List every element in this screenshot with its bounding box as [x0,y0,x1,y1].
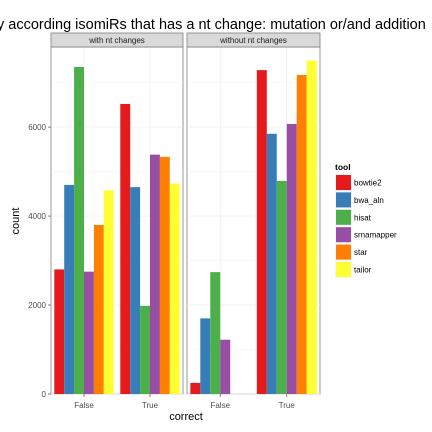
panel-1: with nt changes False True [50,32,184,410]
legend-label-hisat: hisat [354,213,372,222]
legend-swatch-bwa_aln [336,192,351,208]
y-tick-label: 2000 [28,301,46,310]
facet-label: with nt changes [88,36,145,45]
legend-title: tool [335,162,351,172]
legend-swatch-hisat [336,209,351,225]
bar-bwa_aln-False [200,318,211,394]
bar-star-False [93,224,104,394]
bar-tailor-False [103,190,114,394]
legend-swatch-star [336,244,351,260]
bar-hisat-True [276,180,287,394]
legend-label-bwa_aln: bwa_aln [354,196,384,205]
bar-srnamapper-True [150,154,160,394]
legend-label-star: star [354,248,368,257]
x-tick-label: True [142,401,159,410]
bar-tailor-True [169,183,180,394]
legend-label-bowtie2: bowtie2 [354,179,382,188]
legend-label-tailor: tailor [354,266,372,275]
panel-2: without nt changes False True [186,32,321,410]
facet-strip [50,32,184,48]
legend-swatch-srnamapper [336,227,351,243]
bar-hisat-False [74,67,84,395]
bar-bwa_aln-True [266,133,277,394]
bar-star-True [159,156,170,394]
legend-swatch-tailor [336,262,351,277]
x-tick-label: False [74,401,94,410]
y-axis-title: count [10,208,22,235]
y-tick-label: 6000 [28,123,46,132]
y-axis: 0 2000 4000 6000 [28,123,51,399]
y-tick-label: 0 [42,390,47,399]
x-axis-title: correct [169,411,203,423]
facet-label: without nt changes [219,36,287,45]
bar-star-True [296,75,307,395]
bar-bowtie2-False [54,269,65,394]
bar-srnamapper-False [220,339,231,394]
x-tick-label: True [279,401,296,410]
bar-hisat-True [140,305,150,394]
bar-bwa_aln-False [64,184,75,394]
legend-swatch-bowtie2 [336,175,351,190]
chart-title: y according isomiRs that has a nt change… [0,17,426,33]
bar-tailor-True [306,60,317,394]
legend-label-srnamapper: srnamapper [354,231,397,240]
bar-bowtie2-True [120,103,131,394]
bar-bowtie2-False [190,382,201,394]
bar-bowtie2-True [256,70,267,394]
facet-strip [186,32,321,48]
bar-srnamapper-False [84,271,94,394]
y-tick-label: 4000 [28,212,46,221]
bar-bwa_aln-True [130,187,141,394]
bar-srnamapper-True [286,123,297,394]
x-tick-label: False [210,401,230,410]
bar-hisat-False [210,272,221,394]
